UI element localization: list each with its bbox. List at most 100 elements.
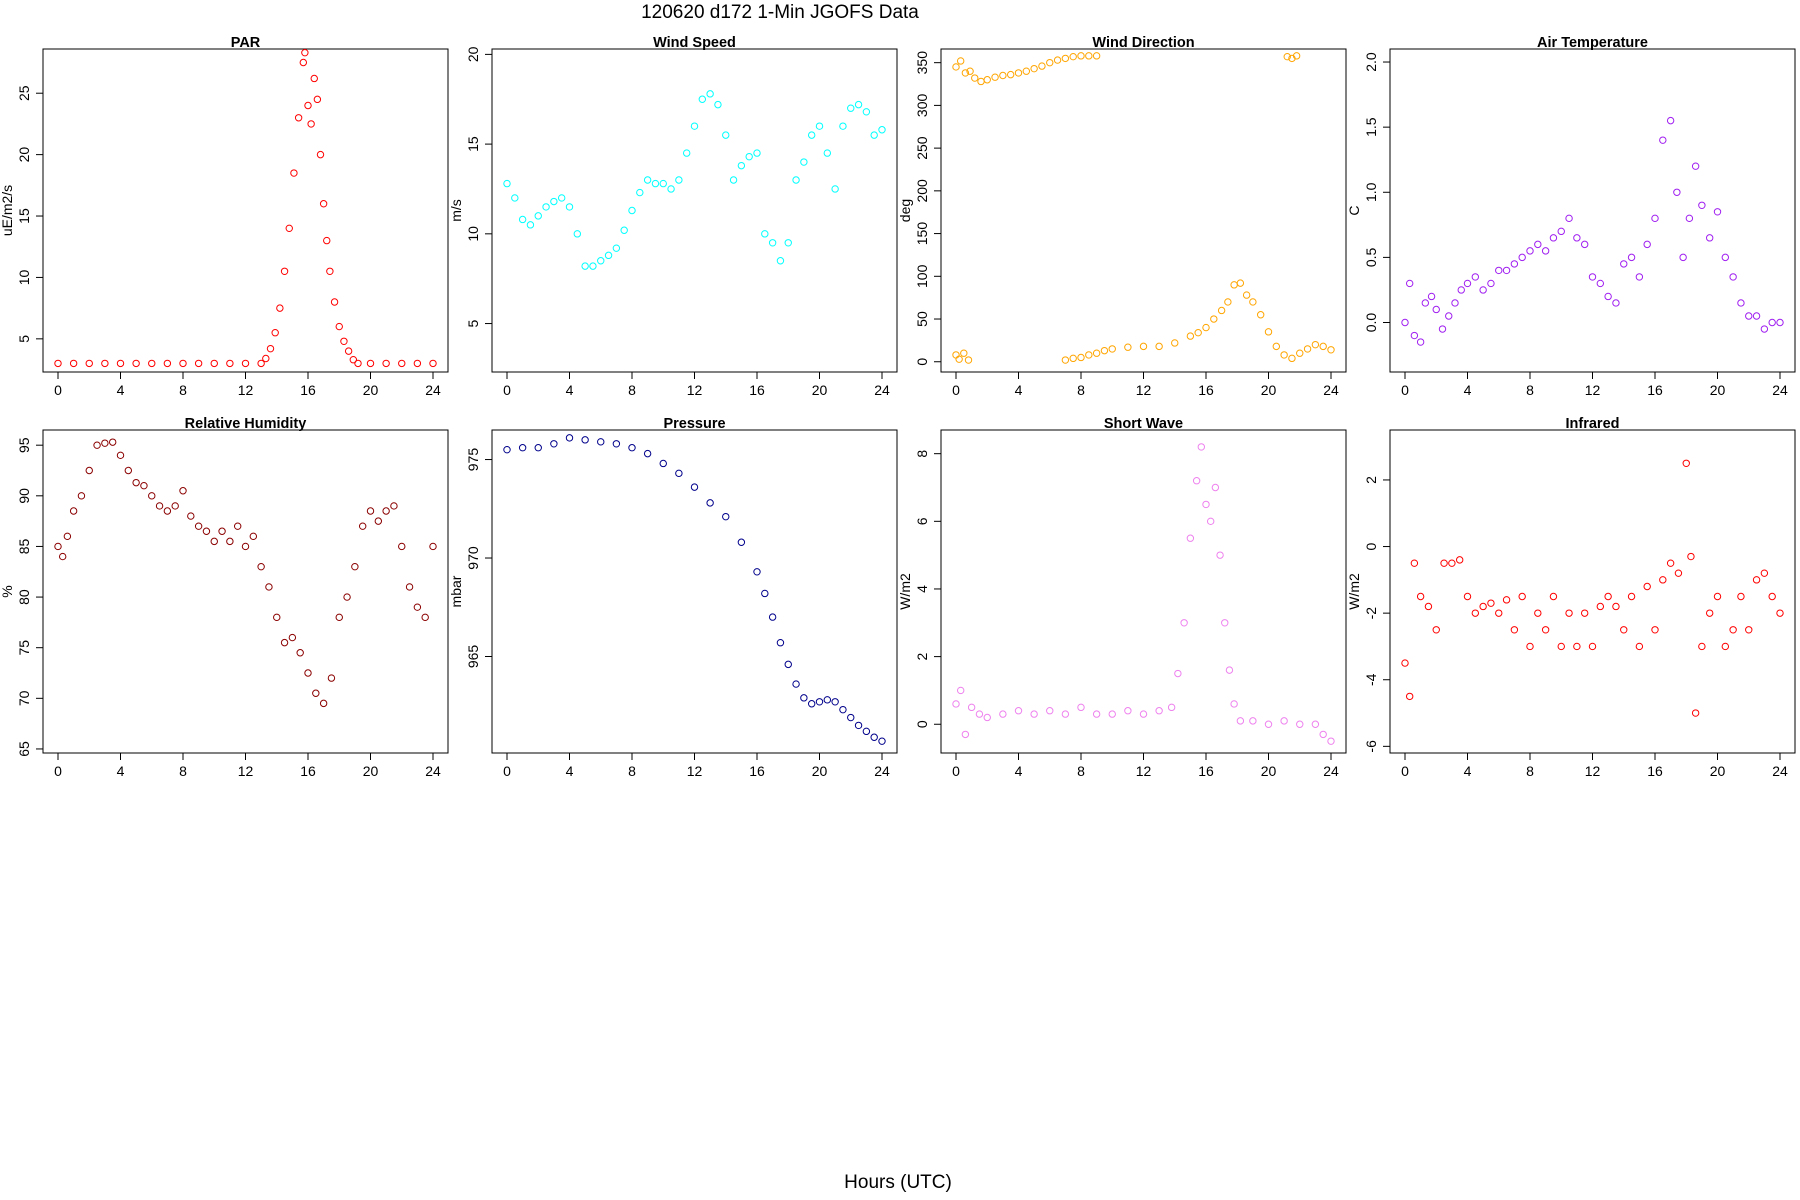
short-wave-data-point: [1046, 707, 1054, 715]
wind-speed-x-tick-label: 4: [566, 382, 574, 398]
short-wave-data-point: [1186, 534, 1195, 542]
wind-direction-data-point: [977, 77, 985, 86]
air-temperature-x-tick-label: 12: [1585, 382, 1601, 398]
wind-speed-x-tick-label: 16: [749, 382, 765, 398]
relative-humidity-data-point: [327, 674, 336, 682]
wind-speed-data-point: [753, 149, 761, 157]
wind-speed-data-point: [503, 179, 511, 188]
wind-speed-y-tick-label: 20: [465, 46, 481, 62]
relative-humidity-x-tick-label: 8: [179, 763, 187, 779]
wind-direction-data-point: [1030, 64, 1038, 73]
infrared-data-point: [1705, 609, 1714, 617]
air-temperature-y-tick-label: 1.5: [1363, 117, 1379, 137]
par-data-point: [257, 359, 265, 368]
short-wave-x-tick-label: 8: [1077, 763, 1085, 779]
infrared-data-point: [1604, 592, 1612, 601]
relative-humidity-y-tick-label: 75: [16, 640, 32, 656]
pressure-data-point: [675, 469, 683, 478]
panel-infrared: Infrared 0 4 8 12 16 20 24 -6 -4 -2 0 2 W/m2: [1346, 416, 1796, 779]
infrared-title: Infrared: [1566, 416, 1620, 432]
air-temperature-data-point: [1557, 227, 1565, 236]
wind-direction-title: Wind Direction: [1092, 35, 1194, 51]
infrared-data-point: [1416, 592, 1425, 601]
wind-direction-data-point: [1069, 354, 1077, 363]
short-wave-data-point: [999, 710, 1007, 718]
par-data-point: [210, 359, 218, 368]
par-data-point: [313, 95, 322, 104]
par-data-point: [310, 74, 318, 83]
par-data-point: [340, 337, 348, 345]
short-wave-data-point: [1167, 703, 1176, 712]
relative-humidity-data-point: [226, 537, 234, 546]
par-data-point: [413, 359, 422, 368]
wind-direction-plot-frame: [940, 48, 1347, 373]
panel-relative-humidity: Relative Humidity 0 4 8 12 16 20 24 65 70 75 80 85 90…: [0, 416, 449, 779]
par-data-point: [349, 356, 358, 364]
wind-direction-data-point: [1311, 340, 1320, 349]
pressure-data-point: [807, 700, 816, 708]
wind-direction-data-point: [1124, 343, 1132, 351]
short-wave-data-point: [1319, 730, 1327, 739]
wind-direction-y-tick-label: 350: [914, 51, 930, 75]
infrared-data-point: [1455, 556, 1464, 564]
air-temperature-data-point: [1760, 325, 1769, 333]
relative-humidity-data-point: [187, 512, 195, 520]
short-wave-data-point: [1280, 717, 1288, 725]
infrared-data-point: [1687, 552, 1695, 561]
wind-speed-data-point: [573, 230, 582, 238]
infrared-data-point: [1588, 642, 1597, 651]
relative-humidity-data-point: [288, 633, 297, 642]
wind-direction-data-point: [1283, 52, 1291, 61]
relative-humidity-data-point: [69, 507, 78, 515]
short-wave-y-tick-label: 8: [914, 450, 930, 458]
air-temperature-y-tick-label: 0.5: [1363, 247, 1379, 267]
par-data-point: [148, 359, 156, 368]
wind-speed-data-point: [714, 100, 722, 109]
relative-humidity-data-point: [296, 649, 304, 657]
short-wave-x-tick-label: 0: [952, 763, 960, 779]
infrared-data-point: [1479, 602, 1487, 611]
short-wave-data-point: [1014, 707, 1023, 715]
air-temperature-data-point: [1691, 162, 1700, 170]
infrared-data-point: [1448, 559, 1456, 567]
relative-humidity-data-point: [54, 542, 62, 551]
wind-direction-data-point: [1038, 62, 1046, 70]
infrared-data-point: [1541, 626, 1550, 634]
panel-par: PAR 0 4 8 12 16 20 24 5 10 15 20 25 uE/m2/s: [0, 35, 449, 398]
pressure-data-point: [792, 680, 800, 688]
relative-humidity-data-point: [382, 507, 390, 515]
pressure-data-point: [659, 459, 667, 468]
air-temperature-data-point: [1487, 279, 1495, 288]
air-temperature-data-point: [1612, 299, 1620, 307]
infrared-x-tick-label: 12: [1585, 763, 1601, 779]
relative-humidity-data-point: [257, 562, 265, 571]
pressure-data-point: [870, 733, 878, 741]
pressure-data-point: [643, 449, 652, 458]
pressure-data-point: [565, 434, 574, 442]
wind-direction-data-point: [1303, 345, 1312, 353]
infrared-data-point: [1440, 559, 1448, 567]
par-data-point: [271, 328, 279, 337]
panel-pressure: Pressure 0 4 8 12 16 20 24 965 970 975 mbar: [448, 416, 898, 779]
short-wave-data-point: [1139, 710, 1148, 718]
relative-humidity-data-point: [312, 689, 320, 697]
short-wave-data-point: [1108, 710, 1116, 718]
wind-direction-data-point: [1085, 351, 1093, 359]
wind-direction-data-point: [1139, 342, 1148, 351]
wind-speed-data-point: [511, 194, 519, 202]
par-y-tick-label: 25: [16, 85, 32, 101]
relative-humidity-title: Relative Humidity: [185, 416, 307, 432]
par-data-point: [294, 114, 303, 122]
wind-direction-data-point: [1186, 332, 1195, 340]
wind-direction-data-point: [1006, 70, 1015, 79]
relative-humidity-data-point: [85, 466, 93, 475]
infrared-data-point: [1698, 642, 1706, 651]
infrared-data-point: [1580, 609, 1589, 617]
wind-speed-data-point: [776, 257, 785, 265]
wind-direction-data-point: [952, 351, 960, 359]
infrared-data-point: [1424, 602, 1433, 611]
relative-humidity-data-point: [179, 487, 187, 495]
pressure-data-point: [878, 737, 886, 745]
air-temperature-data-point: [1502, 266, 1511, 275]
